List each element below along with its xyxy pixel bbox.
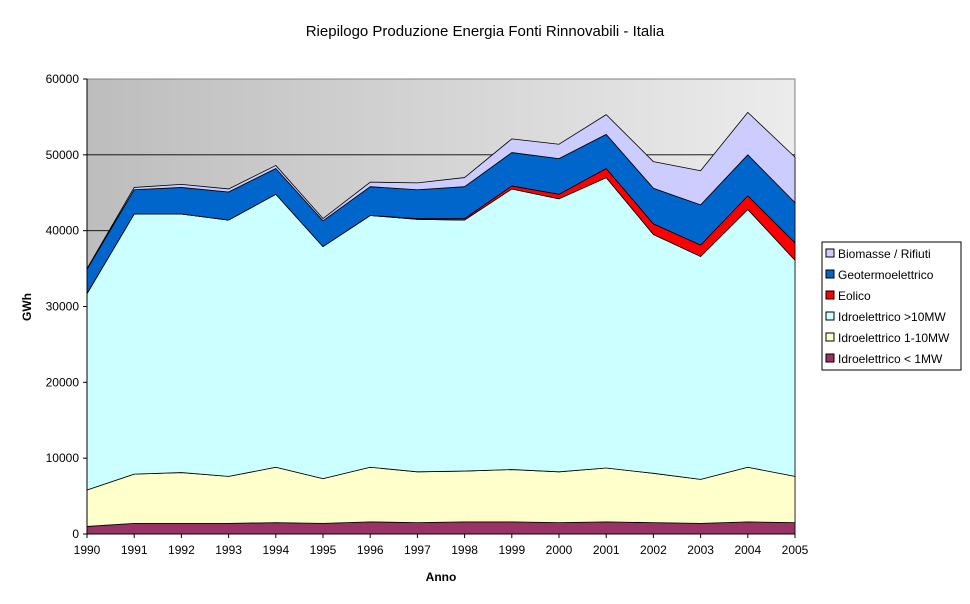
y-tick-label: 50000 [46, 148, 80, 162]
x-tick-label: 2002 [640, 543, 667, 557]
x-axis-title: Anno [426, 570, 457, 584]
legend-label-idroelettrico-10mw: Idroelettrico >10MW [838, 310, 946, 324]
legend-swatch-idroelettrico-1-10mw [825, 332, 835, 342]
x-tick-label: 1992 [168, 543, 195, 557]
legend-label-eolico: Eolico [838, 289, 871, 303]
legend-swatch-eolico [825, 290, 835, 300]
y-tick-label: 10000 [46, 451, 80, 465]
y-tick-label: 20000 [46, 375, 80, 389]
legend-label-geotermoelettrico: Geotermoelettrico [838, 268, 934, 282]
y-tick-label: 60000 [46, 72, 80, 86]
legend-swatch-geotermoelettrico [825, 269, 835, 279]
x-tick-label: 1997 [404, 543, 431, 557]
x-tick-label: 1990 [74, 543, 101, 557]
x-tick-label: 1991 [121, 543, 148, 557]
chart-title: Riepilogo Produzione Energia Fonti Rinno… [306, 23, 665, 40]
x-tick-label: 1993 [215, 543, 242, 557]
x-tick-label: 2000 [546, 543, 573, 557]
legend-swatch-biomasse-rifiuti [825, 248, 835, 258]
y-tick-label: 30000 [46, 300, 80, 314]
legend-label-idroelettrico-1mw: Idroelettrico < 1MW [838, 352, 943, 366]
x-tick-label: 1996 [357, 543, 384, 557]
legend-label-idroelettrico-1-10mw: Idroelettrico 1-10MW [838, 331, 950, 345]
legend-swatch-idroelettrico-10mw [825, 311, 835, 321]
x-tick-label: 1994 [262, 543, 289, 557]
y-axis-title: GWh [20, 293, 34, 321]
x-axis-ticks: 1990 1991 1992 1993 1994 1995 1996 1997 1998 1999… [74, 534, 809, 557]
y-axis-ticks: 0 10000 20000 30000 40000 50000 60000 [46, 72, 87, 541]
x-tick-label: 2005 [782, 543, 809, 557]
y-tick-label: 0 [72, 527, 79, 541]
x-tick-label: 1998 [451, 543, 478, 557]
series-areas [86, 111, 796, 535]
x-tick-label: 2003 [687, 543, 714, 557]
x-tick-label: 2001 [593, 543, 620, 557]
y-tick-label: 40000 [46, 224, 80, 238]
legend-swatch-idroelettrico-1mw [825, 353, 835, 363]
legend: Biomasse / Rifiuti Geotermoelettrico Eolic… [821, 241, 962, 371]
legend-label-biomasse-rifiuti: Biomasse / Rifiuti [838, 247, 931, 261]
x-tick-label: 2004 [734, 543, 761, 557]
legend-box [821, 241, 962, 371]
area-series-biomasse-rifiuti [86, 111, 796, 270]
x-tick-label: 1995 [310, 543, 337, 557]
x-tick-label: 1999 [498, 543, 525, 557]
